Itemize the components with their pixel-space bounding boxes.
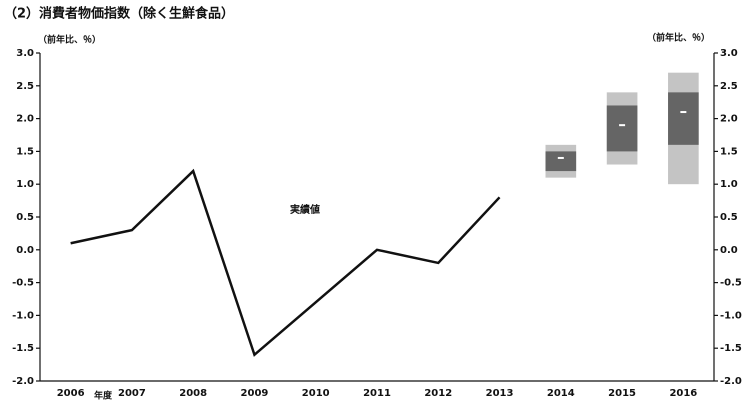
x-tick-label: 2008 (179, 388, 207, 399)
y2-tick-label: 2.0 (720, 114, 738, 125)
chart-title: （2）消費者物価指数（除く生鮮食品） (4, 6, 234, 22)
x-tick-label: 2007 (118, 388, 146, 399)
y-tick-label: -1.5 (12, 343, 34, 354)
x-tick-label: 2013 (486, 388, 514, 399)
y-tick-label: -0.5 (12, 278, 34, 289)
forecast-core (668, 92, 699, 145)
y2-tick-label: -0.5 (720, 278, 742, 289)
x-tick-label: 2016 (669, 388, 697, 399)
y2-tick-label: -2.0 (720, 376, 742, 387)
y-tick-label: 1.0 (16, 179, 34, 190)
x-tick-label: 2015 (608, 388, 636, 399)
x-tick-label: 2009 (241, 388, 269, 399)
y2-tick-label: 3.0 (720, 48, 738, 59)
y2-axis-label: （前年比、％） (647, 32, 710, 44)
y2-tick-label: 2.5 (720, 81, 738, 92)
y2-tick-label: 1.0 (720, 179, 738, 190)
x-tick-label: 2011 (363, 388, 391, 399)
y2-tick-label: 0.5 (720, 212, 738, 223)
line-series (70, 168, 501, 357)
x-tick-label: 2006 (57, 388, 85, 399)
x-tick-label: 2010 (302, 388, 330, 399)
y-tick-label: 0.0 (16, 245, 34, 256)
x-tick-label: 2012 (424, 388, 452, 399)
y2-tick-label: -1.5 (720, 343, 742, 354)
forecast-core (606, 105, 638, 152)
y2-tick-label: 0.0 (720, 245, 738, 256)
y-tick-label: 0.5 (16, 212, 34, 223)
y-tick-label: 1.5 (16, 146, 34, 157)
y-tick-label: 3.0 (16, 48, 34, 59)
y-tick-label: -1.0 (12, 310, 34, 321)
y-tick-label: -2.0 (12, 376, 34, 387)
forecast-core (545, 151, 577, 172)
y-axis-label: （前年比、％） (38, 34, 101, 46)
x-axis-label: 年度 (94, 390, 113, 402)
y2-tick-label: -1.0 (720, 310, 742, 321)
annotation: 実績値 (290, 203, 320, 216)
y2-tick-label: 1.5 (720, 146, 738, 157)
x-tick-label: 2014 (547, 388, 575, 399)
y-tick-label: 2.0 (16, 114, 34, 125)
y-tick-label: 2.5 (16, 81, 34, 92)
